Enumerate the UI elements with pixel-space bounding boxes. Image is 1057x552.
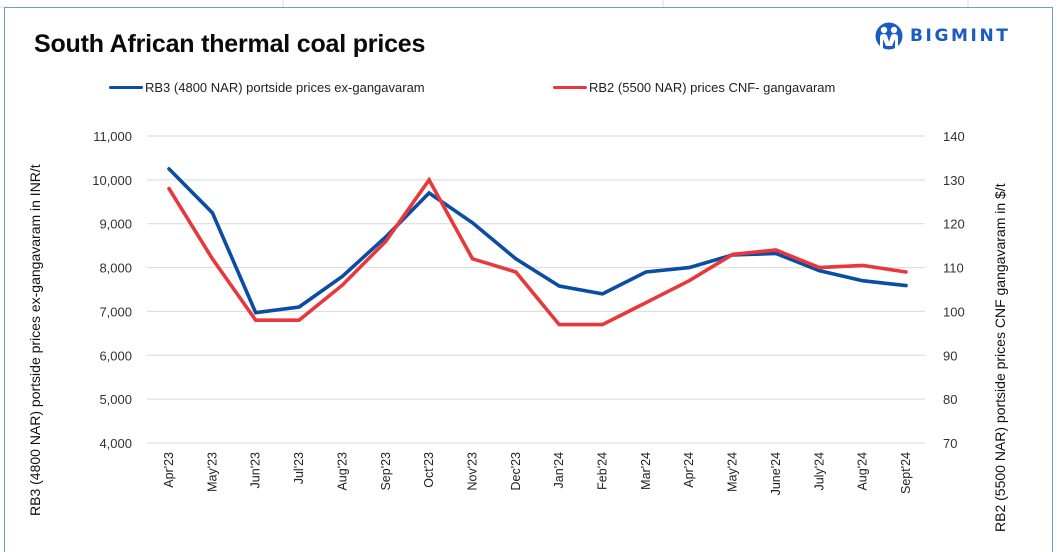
- logo-text: BIGMINT: [910, 26, 1011, 46]
- y-tick-label: 5,000: [99, 392, 132, 407]
- y2-tick-label: 110: [943, 261, 964, 276]
- x-tick-label: June'24: [769, 452, 783, 495]
- series-lines: [167, 167, 908, 327]
- y2-tick-label: 140: [943, 129, 965, 144]
- x-tick-label: Jun'23: [249, 452, 263, 488]
- legend-swatch-rb3: [109, 86, 143, 89]
- y-tick-label: 9,000: [99, 217, 132, 232]
- y-tick-label: 11,000: [93, 129, 132, 144]
- x-tick-label: Nov'23: [465, 452, 479, 491]
- left-axis-title: RB3 (4800 NAR) portside prices ex-gangav…: [27, 164, 43, 516]
- legend-item-rb3[interactable]: RB3 (4800 NAR) portside prices ex-gangav…: [109, 80, 425, 95]
- x-tick-label: Sept'24: [899, 452, 913, 494]
- x-tick-label: Mar'24: [639, 452, 653, 490]
- x-tick-label: May'23: [205, 452, 219, 492]
- legend-swatch-rb2: [553, 86, 587, 89]
- chart-area[interactable]: [4, 7, 1053, 552]
- y2-tick-label: 90: [943, 348, 957, 363]
- y2-tick-label: 80: [943, 392, 957, 407]
- x-axis-ticks: Apr'23 May'23 Jun'23 Jul'23 Aug'23 Sep'23 Oct'…: [162, 452, 913, 495]
- chart-legend: RB3 (4800 NAR) portside prices ex-gangav…: [0, 80, 1057, 98]
- people-logo-icon: [875, 22, 903, 50]
- y2-tick-label: 120: [943, 217, 965, 232]
- x-tick-label: May'24: [726, 452, 740, 492]
- legend-item-rb2[interactable]: RB2 (5500 NAR) prices CNF- gangavaram: [553, 80, 835, 95]
- right-axis-ticks: 70 80 90 100 110 120 130 140: [943, 129, 965, 451]
- legend-label-rb3: RB3 (4800 NAR) portside prices ex-gangav…: [145, 80, 425, 95]
- x-tick-label: Jan'24: [552, 452, 566, 488]
- left-axis-ticks: 4,000 5,000 6,000 7,000 8,000 9,000 10,000 11,0…: [92, 129, 132, 451]
- series-line-rb2[interactable]: [167, 176, 908, 327]
- y2-tick-label: 130: [943, 173, 965, 188]
- x-tick-label: July'24: [812, 452, 826, 491]
- y-tick-label: 6,000: [99, 348, 132, 363]
- y2-tick-label: 70: [943, 436, 957, 451]
- x-tick-label: Aug'23: [335, 452, 349, 491]
- right-axis-title: RB2 (5500 NAR) portside prices CNF ganga…: [992, 183, 1008, 532]
- gridlines: [147, 135, 925, 444]
- y2-tick-label: 100: [943, 304, 965, 319]
- y-tick-label: 8,000: [99, 261, 132, 276]
- x-tick-label: Jul'23: [292, 452, 306, 484]
- x-tick-label: Aug'24: [856, 452, 870, 491]
- legend-label-rb2: RB2 (5500 NAR) prices CNF- gangavaram: [589, 80, 836, 95]
- y-tick-label: 10,000: [92, 173, 132, 188]
- x-tick-label: Feb'24: [596, 452, 610, 490]
- y-tick-label: 7,000: [99, 304, 132, 319]
- x-tick-label: Apr'23: [162, 452, 176, 488]
- y-tick-label: 4,000: [99, 436, 132, 451]
- x-tick-label: Dec'23: [509, 452, 523, 491]
- x-tick-label: Oct'23: [422, 452, 436, 488]
- chart-title: South African thermal coal prices: [34, 30, 426, 58]
- x-tick-label: Sep'23: [379, 452, 393, 491]
- series-line-rb3[interactable]: [167, 167, 908, 315]
- x-tick-label: Apr'24: [682, 452, 696, 488]
- bigmint-logo: BIGMINT: [874, 22, 1011, 50]
